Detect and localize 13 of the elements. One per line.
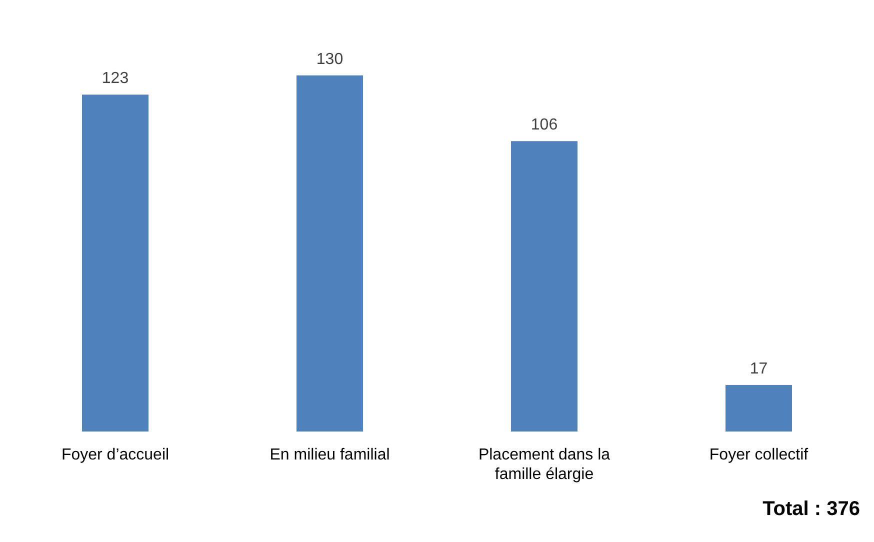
- data-label: 17: [750, 360, 768, 378]
- bar: [82, 94, 148, 432]
- data-label: 123: [102, 70, 129, 87]
- bar: [511, 141, 578, 432]
- bar: [726, 385, 792, 432]
- bar: [296, 75, 363, 432]
- text: Total : 376: [762, 498, 861, 521]
- data-label: 130: [316, 50, 344, 68]
- x-tick-label: Foyer d’accueil: [61, 446, 170, 464]
- x-tick-label: Foyer collectif: [709, 446, 809, 464]
- x-tick-label: Placement dans la famille élargie: [478, 446, 610, 483]
- x-tick-label: En milieu familial: [270, 446, 390, 464]
- data-label: 106: [530, 116, 558, 134]
